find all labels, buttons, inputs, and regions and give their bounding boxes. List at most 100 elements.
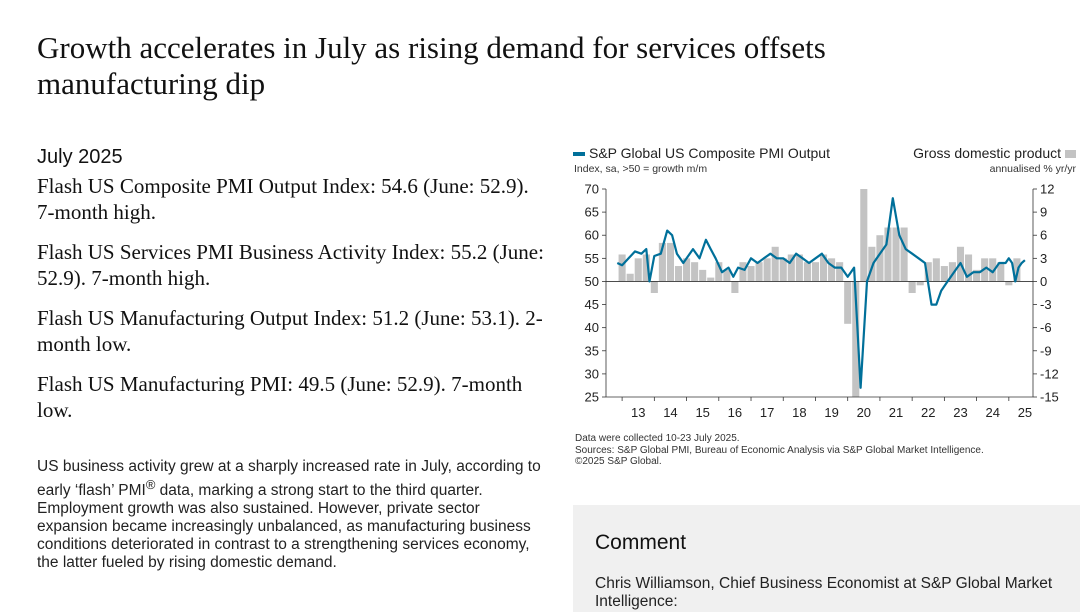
highlights-panel: July 2025 Flash US Composite PMI Output … [37, 146, 547, 437]
registered-mark: ® [145, 477, 156, 492]
right-tick-label: 9 [1040, 205, 1047, 220]
chart-notes: Data were collected 10-23 July 2025. Sou… [575, 433, 1075, 468]
note-copyright: ©2025 S&P Global. [575, 456, 662, 467]
gdp-bar [876, 235, 884, 282]
left-tick-label: 60 [585, 228, 599, 243]
gdp-bar [731, 281, 739, 293]
x-tick-label: 25 [1018, 405, 1032, 420]
left-tick-label: 45 [585, 297, 599, 312]
x-tick-label: 16 [728, 405, 742, 420]
gdp-bar [674, 266, 683, 282]
x-tick-label: 20 [857, 405, 871, 420]
gdp-bar [892, 227, 900, 282]
gdp-bar [803, 262, 811, 282]
left-tick-label: 55 [585, 251, 599, 266]
gdp-bar [683, 258, 691, 282]
x-tick-label: 18 [792, 405, 806, 420]
gdp-bar [811, 262, 820, 282]
gdp-bar [707, 277, 715, 282]
x-tick-label: 15 [695, 405, 709, 420]
gdp-bar [836, 262, 844, 282]
gdp-bar [924, 262, 932, 282]
legend-gdp-label: Gross domestic product [913, 145, 1061, 161]
left-tick-label: 25 [585, 390, 599, 405]
gdp-bar [650, 281, 658, 293]
legend-pmi-label: S&P Global US Composite PMI Output [589, 145, 830, 161]
gdp-swatch-icon [1065, 150, 1076, 159]
gdp-bar [900, 227, 908, 282]
right-tick-label: -15 [1040, 390, 1059, 405]
right-tick-label: 0 [1040, 274, 1047, 289]
summary-text-end: data, marking a strong start to the thir… [37, 482, 531, 572]
gdp-bar [658, 242, 666, 282]
gdp-bar [747, 266, 755, 282]
gdp-bar [771, 246, 779, 282]
pmi-swatch-icon [573, 152, 585, 157]
comment-title: Comment [595, 531, 687, 554]
legend-pmi: S&P Global US Composite PMI Output [573, 145, 830, 161]
gdp-bar [779, 258, 787, 282]
gdp-bar [908, 281, 916, 293]
gdp-bar [828, 258, 836, 282]
x-tick-label: 24 [985, 405, 999, 420]
report-date: July 2025 [37, 146, 123, 168]
gdp-bar [739, 262, 747, 282]
gdp-bar [916, 281, 924, 286]
gdp-bar [626, 273, 634, 282]
gdp-bar [634, 258, 642, 282]
gdp-bar [699, 269, 707, 282]
x-tick-label: 14 [663, 405, 677, 420]
right-axis-label: annualised % yr/yr [989, 163, 1076, 175]
gdp-bar [997, 262, 1005, 282]
gdp-bar [948, 262, 956, 282]
gdp-bar [715, 262, 723, 282]
gdp-bar [844, 281, 852, 324]
comment-box: Comment Chris Williamson, Chief Business… [573, 505, 1080, 612]
gdp-bar [852, 281, 860, 397]
left-tick-label: 65 [585, 205, 599, 220]
gdp-bar [819, 254, 828, 282]
right-tick-label: -9 [1040, 343, 1052, 358]
gdp-bar [787, 254, 795, 282]
x-tick-label: 22 [921, 405, 935, 420]
comment-attribution: Chris Williamson, Chief Business Economi… [595, 575, 1053, 610]
gdp-bar [989, 258, 997, 282]
note-sources: Sources: S&P Global PMI, Bureau of Econo… [575, 444, 984, 456]
x-tick-label: 13 [631, 405, 645, 420]
gdp-bar [691, 262, 699, 282]
left-tick-label: 40 [585, 320, 599, 335]
gdp-bar [884, 227, 892, 282]
summary-text-start: US business activity grew at a sharply i… [37, 458, 541, 500]
note-collection: Data were collected 10-23 July 2025. [575, 433, 740, 444]
gdp-bar [1005, 281, 1013, 286]
right-tick-label: 3 [1040, 251, 1047, 266]
highlight-manufacturing-output: Flash US Manufacturing Output Index: 51.… [37, 306, 543, 356]
gdp-bar [755, 262, 763, 282]
x-tick-label: 21 [889, 405, 903, 420]
gdp-bar [973, 269, 981, 282]
gdp-bar [868, 246, 876, 282]
pmi-gdp-chart: S&P Global US Composite PMI Output Gross… [573, 142, 1080, 482]
left-tick-label: 50 [585, 274, 599, 289]
gdp-bar [763, 258, 771, 282]
right-tick-label: 6 [1040, 228, 1047, 243]
right-tick-label: -12 [1040, 366, 1059, 381]
x-tick-label: 23 [953, 405, 967, 420]
right-tick-label: -6 [1040, 320, 1052, 335]
pmi-line [616, 197, 1026, 389]
gdp-bar [965, 254, 973, 282]
left-tick-label: 30 [585, 366, 599, 381]
headline: Growth accelerates in July as rising dem… [37, 30, 826, 101]
chart-plot: 70656055504540353025129630-3-6-9-12-1513… [585, 182, 1059, 421]
gdp-bar [795, 254, 803, 282]
summary-paragraph: US business activity grew at a sharply i… [37, 458, 547, 572]
highlight-services: Flash US Services PMI Business Activity … [37, 240, 544, 290]
gdp-bar [666, 242, 674, 282]
x-tick-label: 19 [824, 405, 838, 420]
gdp-bar [940, 266, 948, 282]
right-tick-label: 12 [1040, 182, 1054, 197]
gdp-bar [860, 189, 868, 282]
gdp-bar [723, 269, 731, 282]
right-tick-label: -3 [1040, 297, 1052, 312]
x-tick-label: 17 [760, 405, 774, 420]
